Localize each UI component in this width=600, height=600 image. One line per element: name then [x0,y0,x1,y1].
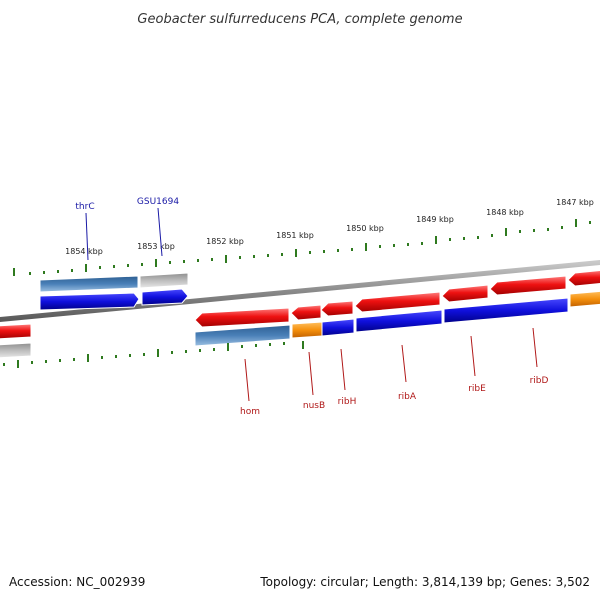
scale-label: 1849 kbp [416,215,454,224]
gene-partial-left[interactable] [0,323,32,340]
gene-label-hom[interactable]: hom [240,407,260,417]
genome-backbone [0,259,600,323]
gene-label-ribH[interactable]: ribH [338,397,357,407]
leader-line [244,358,250,402]
scale-label: 1854 kbp [65,247,103,256]
leader-line [157,207,163,257]
topology-text: Topology: circular; Length: 3,814,139 bp… [259,575,590,589]
scale-label: 1853 kbp [137,242,175,251]
map-title: Geobacter sulfurreducens PCA, complete g… [137,12,462,27]
gene-label-gsu1694[interactable]: GSU1694 [137,197,179,207]
scale-label: 1851 kbp [276,231,314,240]
gene-label-nusB[interactable]: nusB [303,401,325,411]
gene-label-ribE[interactable]: ribE [468,384,486,394]
gene-label-ribD[interactable]: ribD [530,376,549,386]
leader-line [532,327,538,368]
gene-hom[interactable] [194,307,290,328]
gene-ribH[interactable] [320,300,354,317]
gene-partial-left-gray[interactable] [0,342,32,359]
gene-nusB-band[interactable] [291,321,323,339]
gene-ribH-band[interactable] [321,318,355,337]
leader-line [340,348,346,391]
scale-label: 1848 kbp [486,208,524,217]
gene-gsu1694[interactable] [139,272,189,289]
gene-hom-band[interactable] [194,324,291,347]
gene-partial-right[interactable] [567,269,600,287]
gene-nusB[interactable] [290,304,322,321]
leader-line [308,351,314,396]
gene-partial-right-band[interactable] [569,290,600,308]
leader-line [401,344,407,383]
upper-tick-row [13,219,591,276]
gene-ribD[interactable] [489,275,567,296]
gene-ribA[interactable] [354,291,441,313]
gene-ribE[interactable] [441,284,489,303]
leader-line [85,212,89,261]
gene-thrC[interactable] [39,275,139,293]
gene-ribE-ribD-band[interactable] [443,297,569,324]
accession-text: Accession: NC_002939 [9,575,145,589]
lower-tick-row [3,341,304,368]
leader-line [470,335,476,377]
scale-label: 1850 kbp [346,224,384,233]
gene-ribA-band[interactable] [355,309,443,333]
gene-thrC-strand[interactable] [39,292,140,311]
gene-gsu1694-strand[interactable] [141,288,189,306]
gene-label-thrC[interactable]: thrC [75,202,94,212]
gene-label-ribA[interactable]: ribA [398,392,417,402]
scale-label: 1852 kbp [206,237,244,246]
scale-label: 1847 kbp [556,198,594,207]
